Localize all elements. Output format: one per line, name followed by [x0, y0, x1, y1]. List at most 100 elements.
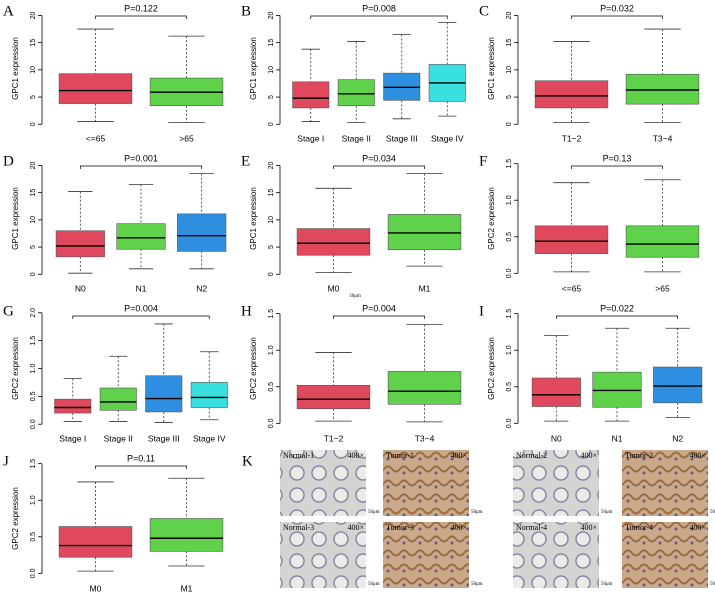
y-tick-label: 0.5	[506, 382, 513, 392]
y-tick-label: 1.5	[30, 336, 37, 346]
scale-bar-label: 50μm	[601, 510, 613, 515]
bracket	[571, 15, 663, 19]
histology-image	[622, 450, 708, 516]
y-tick-label: 1.5	[30, 459, 37, 469]
box	[149, 518, 224, 552]
histology-image	[513, 450, 599, 516]
panel: I GPC2 expression 0.0 0.5 1.0 1.5 N0 N1 N2 P=0.02…	[479, 303, 703, 443]
bracket	[95, 465, 187, 469]
x-tick-label: Stage III	[148, 433, 180, 443]
panel: J GPC2 expression 0.0 0.5 1.0 1.5 M0 M1 P=0.11	[3, 453, 224, 592]
histology-image	[513, 522, 599, 588]
y-tick-label: 1.0	[506, 195, 513, 205]
bracket	[310, 15, 448, 19]
panel-letter: J	[3, 453, 9, 469]
y-tick-label: 20	[30, 161, 37, 169]
y-tick-label: 5	[268, 95, 275, 99]
y-axis-label: GPC2 expression	[487, 187, 496, 250]
image-label: Tumor-2	[625, 451, 653, 460]
y-tick-label: 20	[268, 161, 275, 169]
box	[387, 371, 462, 405]
x-tick-label: Stage I	[59, 433, 86, 443]
p-value: P=0.022	[600, 303, 634, 313]
panel-letter: H	[241, 303, 252, 319]
box	[99, 387, 137, 411]
scale-bar-label: 50μm	[710, 582, 715, 587]
y-tick-label: 2.0	[30, 308, 37, 318]
image-label: Tumor-1	[386, 451, 414, 460]
x-tick-label: Stage I	[297, 133, 324, 143]
x-tick-label: T1−2	[324, 433, 344, 443]
p-value: P=0.004	[362, 303, 396, 313]
x-tick-label: M1	[181, 583, 193, 592]
y-tick-label: 0.5	[506, 232, 513, 242]
y-tick-label: 0	[268, 122, 275, 126]
p-value: P=0.11	[127, 453, 155, 463]
x-tick-label: M0	[328, 283, 340, 293]
y-tick-label: 5	[506, 95, 513, 99]
p-value: P=0.008	[362, 3, 396, 13]
y-tick-label: 10	[30, 66, 37, 74]
box	[592, 371, 642, 408]
y-tick-label: 20	[268, 11, 275, 19]
y-tick-label: 20	[30, 11, 37, 19]
y-tick-label: 10	[506, 66, 513, 74]
magnification: 400×	[450, 451, 467, 460]
x-tick-label: Stage IV	[431, 133, 464, 143]
y-tick-label: 0	[30, 122, 37, 126]
magnification: 400×	[689, 523, 706, 532]
y-tick-label: 1.5	[506, 159, 513, 169]
y-axis-label: GPC2 expression	[11, 487, 20, 550]
panel-letter: K	[242, 453, 253, 469]
y-tick-label: 1.0	[268, 345, 275, 355]
box	[296, 228, 371, 256]
x-tick-label: N2	[196, 283, 207, 293]
bracket	[95, 15, 187, 19]
p-value: P=0.004	[124, 303, 158, 313]
box	[531, 377, 581, 407]
image-label: Tumor-3	[386, 523, 414, 532]
box	[653, 366, 703, 404]
panel-letter: B	[241, 3, 251, 19]
y-tick-label: 15	[30, 39, 37, 47]
box	[190, 382, 228, 408]
magnification: 400×	[347, 523, 364, 532]
box	[58, 73, 133, 104]
y-tick-label: 0.0	[30, 568, 37, 578]
scale-bar-label: 50μm	[710, 510, 715, 515]
y-tick-label: 15	[268, 189, 275, 197]
magnification: 400×	[450, 523, 467, 532]
box	[54, 398, 92, 414]
y-tick-label: 15	[268, 39, 275, 47]
box	[145, 375, 183, 413]
y-tick-label: 1.0	[30, 364, 37, 374]
bracket	[555, 315, 679, 319]
box	[534, 80, 609, 109]
box	[625, 225, 700, 258]
x-tick-label: >65	[179, 133, 194, 143]
x-tick-label: M0	[90, 583, 102, 592]
p-value: P=0.13	[603, 153, 632, 163]
y-tick-label: 0.5	[30, 532, 37, 542]
panel: A GPC1 expression 0 5 10 15 20 <=65 >65 P=0.122	[3, 3, 224, 143]
scale-note: 50μm	[349, 294, 361, 299]
y-axis-label: GPC2 expression	[249, 337, 258, 400]
box	[177, 213, 227, 252]
y-tick-label: 0	[506, 122, 513, 126]
histology-image	[280, 450, 366, 516]
y-tick-label: 1.5	[506, 309, 513, 319]
box	[337, 79, 375, 107]
magnification: 400×	[689, 451, 706, 460]
histology-image	[622, 522, 708, 588]
y-tick-label: 0	[30, 272, 37, 276]
scale-bar-label: 50μm	[471, 582, 483, 587]
box	[55, 230, 105, 258]
y-tick-label: 0.0	[506, 268, 513, 278]
panel-letter: G	[3, 303, 14, 319]
y-tick-label: 0	[268, 272, 275, 276]
scale-bar-label: 50μm	[601, 582, 613, 587]
y-axis-label: GPC2 expression	[11, 337, 20, 400]
box	[58, 526, 133, 558]
x-tick-label: T3−4	[415, 433, 435, 443]
histology-image	[280, 522, 366, 588]
